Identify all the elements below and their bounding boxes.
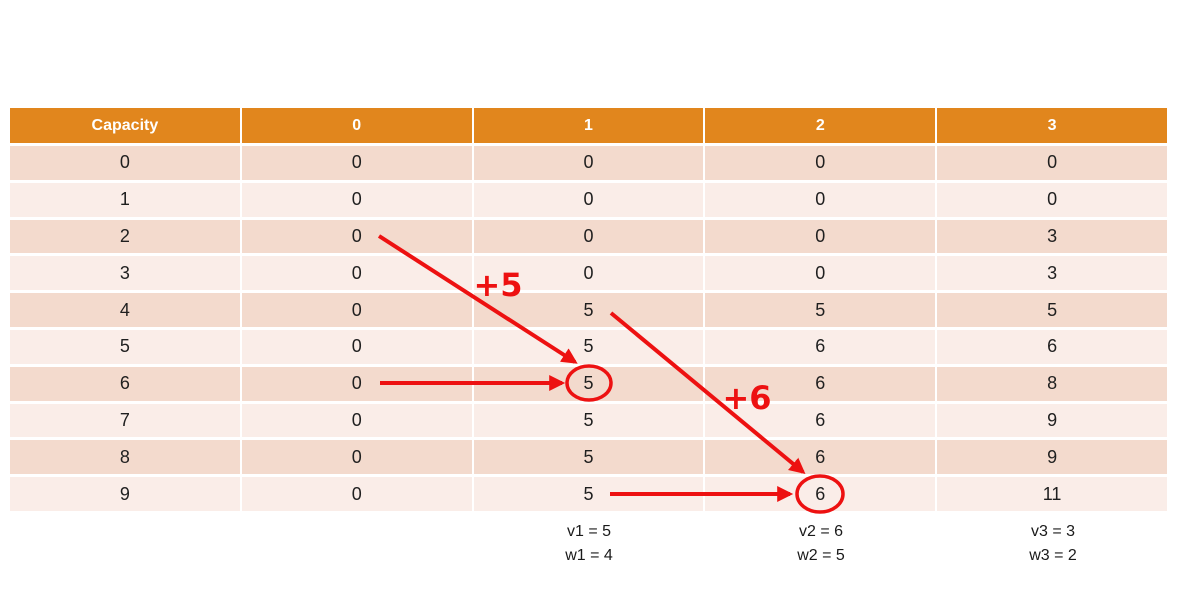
value-cell: 9 (937, 440, 1167, 475)
item3-value: v3 = 3 (1030, 523, 1076, 540)
value-cell: 6 (937, 329, 1167, 364)
value-cell: 3 (937, 219, 1167, 254)
value-cell: 5 (937, 293, 1167, 327)
value-cell: 0 (241, 256, 472, 291)
item2-value: v2 = 6 (798, 523, 844, 540)
value-cell: 0 (705, 256, 936, 291)
col-header-capacity: Capacity (10, 108, 240, 143)
capacity-cell: 2 (10, 219, 240, 254)
item1-weight: w1 = 4 (565, 547, 613, 564)
item3-note: v3 = 3 w3 = 2 (937, 520, 1169, 568)
value-cell: 0 (241, 219, 472, 254)
value-cell: 0 (705, 146, 936, 180)
value-cell: 11 (937, 477, 1167, 511)
value-cell: 5 (473, 440, 704, 475)
value-cell: 0 (241, 329, 472, 364)
value-cell: 6 (705, 477, 936, 511)
item3-weight: w3 = 2 (1029, 547, 1077, 564)
value-cell: 0 (473, 219, 704, 254)
value-cell: 0 (705, 219, 936, 254)
item2-note: v2 = 6 w2 = 5 (705, 520, 937, 568)
value-cell: 6 (705, 329, 936, 364)
col-header-item-0: 0 (241, 108, 472, 143)
capacity-cell: 7 (10, 403, 240, 438)
col-header-item-3: 3 (937, 108, 1167, 143)
value-cell: 5 (473, 477, 704, 511)
value-cell: 0 (241, 146, 472, 180)
item1-value: v1 = 5 (566, 523, 612, 540)
value-cell: 6 (705, 403, 936, 438)
value-cell: 0 (241, 366, 472, 401)
value-cell: 3 (937, 256, 1167, 291)
capacity-cell: 8 (10, 440, 240, 475)
value-cell: 0 (241, 293, 472, 327)
value-cell: 6 (705, 440, 936, 475)
value-cell: 6 (705, 366, 936, 401)
value-cell: 5 (473, 366, 704, 401)
col-header-item-2: 2 (705, 108, 936, 143)
capacity-cell: 4 (10, 293, 240, 327)
value-cell: 8 (937, 366, 1167, 401)
item2-weight: w2 = 5 (797, 547, 845, 564)
value-cell: 0 (937, 146, 1167, 180)
capacity-cell: 1 (10, 182, 240, 217)
capacity-cell: 9 (10, 477, 240, 511)
value-cell: 5 (473, 329, 704, 364)
value-cell: 0 (473, 256, 704, 291)
capacity-cell: 6 (10, 366, 240, 401)
value-cell: 0 (241, 403, 472, 438)
value-cell: 0 (937, 182, 1167, 217)
value-cell: 0 (241, 182, 472, 217)
value-cell: 0 (241, 477, 472, 511)
value-cell: 0 (473, 182, 704, 217)
capacity-cell: 0 (10, 146, 240, 180)
capacity-cell: 5 (10, 329, 240, 364)
item1-note: v1 = 5 w1 = 4 (473, 520, 705, 568)
col-header-item-1: 1 (473, 108, 704, 143)
value-cell: 0 (473, 146, 704, 180)
value-cell: 5 (473, 403, 704, 438)
value-cell: 5 (473, 293, 704, 327)
capacity-cell: 3 (10, 256, 240, 291)
value-cell: 0 (241, 440, 472, 475)
value-cell: 9 (937, 403, 1167, 438)
value-cell: 5 (705, 293, 936, 327)
value-cell: 0 (705, 182, 936, 217)
